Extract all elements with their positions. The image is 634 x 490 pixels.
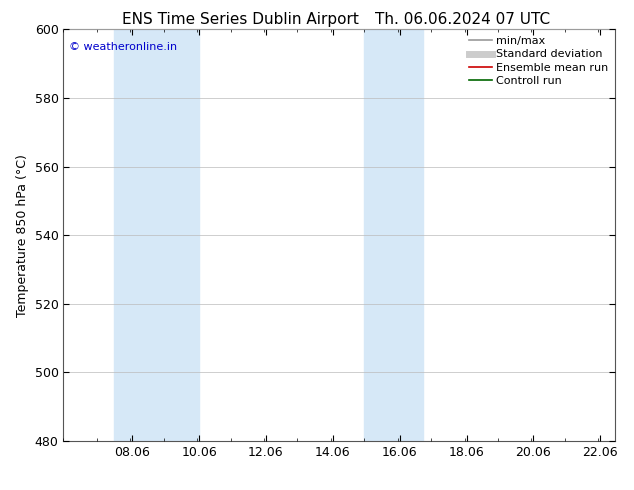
- Bar: [113, 29, 199, 441]
- Text: Th. 06.06.2024 07 UTC: Th. 06.06.2024 07 UTC: [375, 12, 550, 27]
- Y-axis label: Temperature 850 hPa (°C): Temperature 850 hPa (°C): [16, 154, 29, 317]
- Text: ENS Time Series Dublin Airport: ENS Time Series Dublin Airport: [122, 12, 359, 27]
- Legend: min/max, Standard deviation, Ensemble mean run, Controll run: min/max, Standard deviation, Ensemble me…: [465, 32, 612, 91]
- Bar: [365, 29, 423, 441]
- Text: © weatheronline.in: © weatheronline.in: [69, 42, 177, 52]
